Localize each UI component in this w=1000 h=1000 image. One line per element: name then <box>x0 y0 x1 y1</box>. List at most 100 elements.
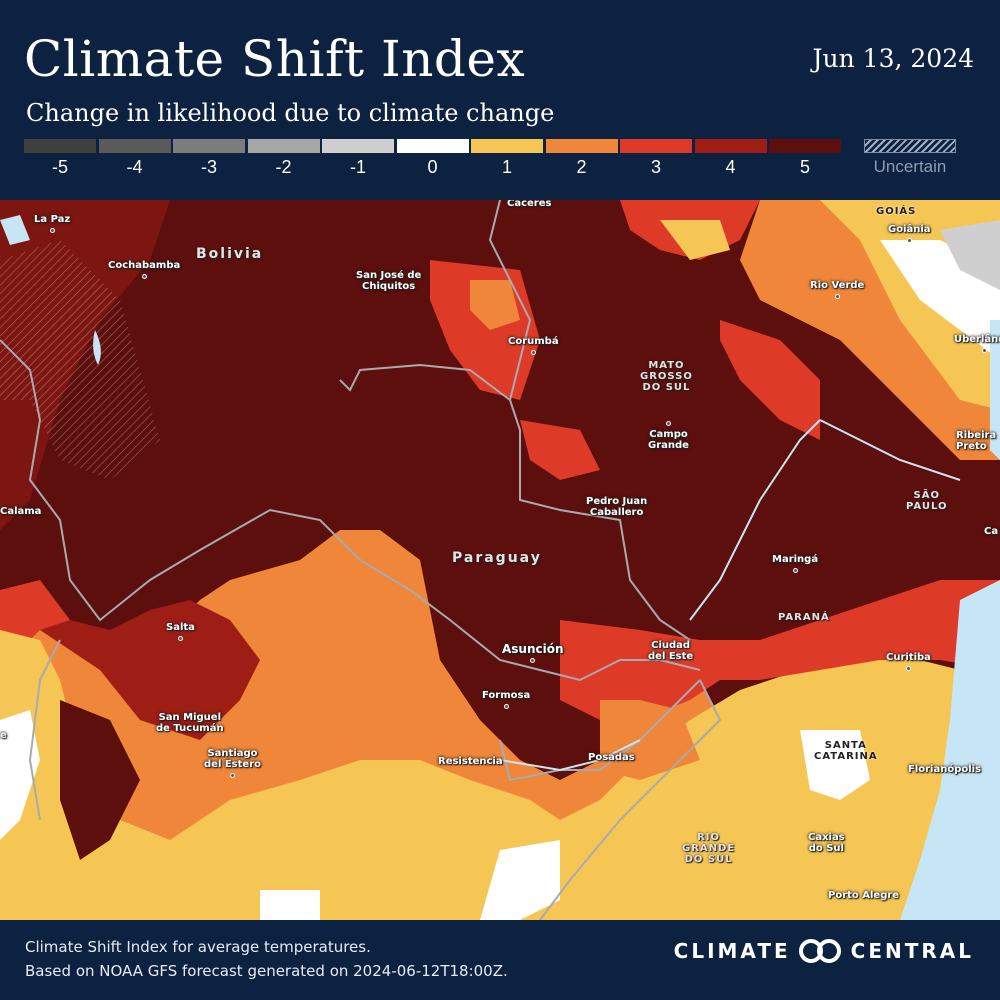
legend-label: -1 <box>349 157 366 177</box>
lake-poopo <box>93 330 101 365</box>
city-la-paz: La Paz <box>34 214 70 236</box>
city-label: Ciudad del Este <box>648 640 694 662</box>
csi-level-minus1 <box>940 220 1000 290</box>
city-dot <box>834 293 840 299</box>
city-calama: Calama <box>0 506 41 517</box>
city-uberlandia: Uberlândia <box>954 334 1000 356</box>
city-caceres: Cáceres <box>507 200 551 209</box>
city-label: Ribeira Preto <box>956 430 997 452</box>
legend-label: 1 <box>501 157 512 177</box>
city-label: Calama <box>0 506 42 517</box>
region-label-rio-grande-do-sul: RIO GRANDE DO SUL <box>682 832 736 865</box>
csi-level3-ms <box>520 420 600 480</box>
city-pedro-juan-caballero: Pedro Juan Caballero <box>586 496 647 518</box>
climate-central-icon <box>798 939 843 963</box>
legend-swatch <box>24 139 96 153</box>
city-label: Resistencia <box>438 756 503 767</box>
city-label: Corumbá <box>508 336 559 347</box>
city-resistencia: Resistencia <box>438 756 503 767</box>
region-label-santa-catarina: SANTA CATARINA <box>814 740 878 762</box>
city-label: Goiânia <box>888 224 931 235</box>
city-dot <box>982 347 988 353</box>
brand-word-right: CENTRAL <box>850 939 974 963</box>
region-label-parana: PARANÁ <box>778 612 830 623</box>
city-label: Caxias do Sul <box>808 832 845 854</box>
city-dot <box>141 273 147 279</box>
city-label: Formosa <box>482 690 531 701</box>
legend-label: 3 <box>650 157 661 177</box>
legend-item: -5 <box>24 139 96 187</box>
legend-item: -3 <box>173 139 245 187</box>
csi-level0-rs <box>480 840 560 920</box>
legend-item: 1 <box>471 139 543 187</box>
legend-item: -2 <box>247 139 320 187</box>
csi-level1-south <box>0 630 1000 920</box>
city-santiago-del-estero: Santiago del Estero <box>204 748 261 781</box>
city-label: Curitiba <box>886 652 931 663</box>
city-dot <box>177 635 183 641</box>
ocean-edge <box>990 320 1000 460</box>
footer-source: Based on NOAA GFS forecast generated on … <box>25 962 508 980</box>
map-area: Bolivia Paraguay GOIÁS MATO GROSSO DO SU… <box>0 200 1000 920</box>
country-label-bolivia: Bolivia <box>196 246 264 262</box>
legend-label: 2 <box>576 157 587 177</box>
legend-swatch <box>769 139 841 153</box>
city-dot <box>49 227 55 233</box>
footer: Climate Shift Index for average temperat… <box>0 920 1000 1000</box>
city-label: San José de Chiquitos <box>356 270 422 292</box>
legend-item: 2 <box>545 139 618 187</box>
city-san-miguel-de-tucuman: San Miguel de Tucumán <box>156 712 224 734</box>
city-formosa: Formosa <box>482 690 530 712</box>
city-label: e <box>0 730 7 741</box>
city-label: Uberlândia <box>954 334 1000 345</box>
legend-label: -2 <box>275 157 292 177</box>
heat-map <box>0 200 1000 920</box>
city-dot <box>792 567 798 573</box>
lake-titicaca <box>0 215 30 245</box>
city-label: Rio Verde <box>810 280 865 291</box>
csi-level0-south <box>260 890 320 920</box>
city-asuncion: Asunción <box>502 642 564 666</box>
csi-level1-north <box>660 220 730 260</box>
uncertain-hatch-swatch <box>864 139 956 153</box>
color-legend: -5 -4 -3 -2 -1 0 1 2 3 4 5 Uncertain <box>24 139 964 189</box>
city-dot <box>906 237 912 243</box>
city-maringa: Maringá <box>772 554 818 576</box>
legend-swatch <box>173 139 245 153</box>
csi-heat-fields <box>0 200 1000 920</box>
csi-level4-north-argentina <box>40 600 260 740</box>
ocean <box>900 580 1000 920</box>
country-label-paraguay: Paraguay <box>452 550 542 566</box>
city-goiania: Goiânia <box>888 224 931 246</box>
climate-central-logo: CLIMATE CENTRAL <box>674 936 974 966</box>
rivers <box>499 419 961 772</box>
city-label: Posadas <box>588 752 635 763</box>
city-ribeirao-preto: Ribeira Preto <box>956 430 996 452</box>
city-label: Asunción <box>502 642 564 656</box>
legend-label: -3 <box>200 157 217 177</box>
legend-swatch <box>471 139 543 153</box>
region-label-goias: GOIÁS <box>876 206 917 217</box>
city-partial-ca: Ca <box>984 526 998 537</box>
legend-swatch <box>545 139 618 153</box>
csi-level5-tucuman <box>60 700 140 860</box>
city-cochabamba: Cochabamba <box>108 260 180 282</box>
legend-swatch <box>396 139 469 153</box>
legend-item: 0 <box>396 139 469 187</box>
page-subtitle: Change in likelihood due to climate chan… <box>26 99 555 127</box>
header: Climate Shift Index Jun 13, 2024 Change … <box>0 0 1000 200</box>
region-label-mato-grosso-do-sul: MATO GROSSO DO SUL <box>640 360 693 393</box>
legend-label-uncertain: Uncertain <box>873 157 947 176</box>
city-dot <box>530 658 536 663</box>
city-label: Cochabamba <box>108 260 181 271</box>
city-dot <box>503 703 509 709</box>
city-posadas: Posadas <box>588 752 635 763</box>
legend-label: -5 <box>51 157 68 177</box>
legend-swatch <box>247 139 320 153</box>
legend-swatch <box>620 139 692 153</box>
legend-item-uncertain: Uncertain <box>864 139 956 187</box>
csi-level2-pantanal <box>470 280 520 330</box>
page-title: Climate Shift Index <box>24 30 526 88</box>
city-dot <box>230 772 235 778</box>
city-label: Campo Grande <box>648 429 689 451</box>
